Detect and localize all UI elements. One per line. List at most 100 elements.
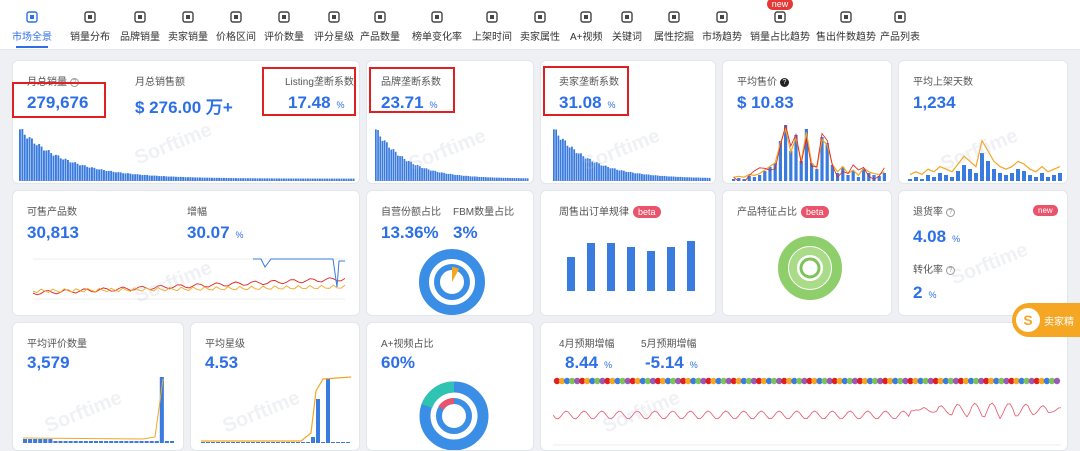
chart-bar <box>301 442 305 443</box>
chart-bar <box>311 178 314 181</box>
chart-bar <box>211 442 215 443</box>
chart-dot <box>998 377 1005 385</box>
chart-bar <box>104 441 109 443</box>
tab-11[interactable]: 卖家属性 <box>520 0 560 50</box>
chart-bar <box>62 159 65 181</box>
tab-4[interactable]: 卖家销量 <box>168 0 208 50</box>
chart-bar <box>436 171 439 181</box>
chart-bar <box>509 177 511 181</box>
chart-bar <box>163 176 165 181</box>
chart-bar <box>249 178 252 181</box>
tab-9[interactable]: 榜单变化率 <box>412 0 462 50</box>
chart-bar <box>489 177 492 181</box>
chart-bar <box>670 176 673 181</box>
help-icon[interactable]: ? <box>946 208 955 217</box>
chart-bar <box>86 166 89 181</box>
card-return-rate: 退货率? new 4.08% 转化率? 2% Sorftime <box>898 190 1068 316</box>
chart-bar <box>47 150 50 181</box>
chart-bar <box>146 175 149 181</box>
chart-bar <box>882 173 886 181</box>
chart-bar <box>974 173 978 181</box>
tab-label: 产品数量 <box>360 32 400 43</box>
chart-bar <box>454 174 456 181</box>
chart-bar <box>632 172 634 181</box>
tab-18[interactable]: 产品列表 <box>880 0 920 50</box>
chart-bar <box>242 178 245 181</box>
chart-bar <box>23 134 26 181</box>
chart-bar <box>920 179 924 181</box>
tab-1[interactable]: 市场全景 <box>12 0 52 50</box>
chart-bar <box>980 153 984 181</box>
chart-dot <box>584 377 591 385</box>
tab-10[interactable]: 上架时间 <box>472 0 512 50</box>
chart-bar <box>388 147 390 181</box>
tab-6[interactable]: 评价数量 <box>264 0 304 50</box>
chart-dot <box>649 377 657 385</box>
avg-price-label: 平均售价? <box>737 73 789 88</box>
chart-dot <box>553 377 561 385</box>
tab-label: 关键词 <box>612 32 642 43</box>
chart-bar <box>127 173 129 181</box>
chart-bar <box>331 178 333 181</box>
seller-assistant-button[interactable]: S 卖家精 <box>1012 303 1080 337</box>
chart-bar <box>153 175 156 181</box>
chart-bar <box>131 174 134 181</box>
chart-bar <box>278 178 281 181</box>
line-chart-icon <box>374 10 386 23</box>
chart-bar <box>504 177 507 181</box>
chart-bar <box>261 442 265 443</box>
chart-bar <box>340 178 343 181</box>
help-icon[interactable]: ? <box>780 78 789 87</box>
tab-16[interactable]: 销量占比趋势 new <box>750 0 810 50</box>
chart-bar <box>401 156 404 181</box>
chart-bar <box>1016 169 1020 181</box>
chart-bar <box>110 170 113 181</box>
chart-bar <box>292 178 295 181</box>
may-forecast-label: 5月预期增幅 <box>641 339 697 350</box>
chart-bar <box>38 143 41 181</box>
chart-bar <box>647 251 655 291</box>
chart-bar <box>76 163 79 181</box>
chart-bar <box>412 164 415 181</box>
sales-distribution-chart <box>19 129 355 181</box>
tab-7[interactable]: 评分星级 <box>314 0 354 50</box>
tab-13[interactable]: 关键词 <box>612 0 642 50</box>
chart-bar <box>445 173 448 181</box>
chart-bar <box>69 162 72 181</box>
chart-bar <box>99 441 104 443</box>
chart-bar <box>622 170 625 181</box>
tab-2[interactable]: 销量分布 <box>70 0 110 50</box>
tab-14[interactable]: 属性挖掘 <box>654 0 694 50</box>
help-icon[interactable]: ? <box>946 266 955 275</box>
chart-bar <box>321 442 325 443</box>
chart-dot <box>659 377 667 385</box>
chart-dot <box>579 377 586 385</box>
tab-label: 评价数量 <box>264 32 304 43</box>
chart-bar <box>31 138 33 181</box>
tab-12[interactable]: A+视频 <box>570 0 603 50</box>
chart-dot <box>715 377 722 385</box>
chart-dot <box>902 377 909 385</box>
chart-dot <box>614 377 621 385</box>
chart-dot <box>821 377 828 385</box>
chart-bar <box>768 167 772 181</box>
chart-bar <box>589 158 591 181</box>
tab-3[interactable]: 品牌销量 <box>120 0 160 50</box>
chart-dot <box>594 377 601 385</box>
chart-bar <box>59 158 62 181</box>
chart-bar <box>571 146 573 181</box>
chart-dot <box>609 377 616 385</box>
chart-dot <box>690 377 697 385</box>
tab-17[interactable]: 售出件数趋势 <box>816 0 876 50</box>
tab-5[interactable]: 价格区间 <box>216 0 256 50</box>
tab-15[interactable]: 市场趋势 <box>702 0 742 50</box>
tab-8[interactable]: 产品数量 <box>360 0 400 50</box>
chart-bar <box>199 177 201 181</box>
chart-bar <box>328 178 331 181</box>
chart-bar <box>392 149 395 181</box>
chart-bar <box>261 178 264 181</box>
aplus-video-label: A+视频占比 <box>381 339 434 350</box>
list-icon <box>894 10 906 23</box>
chart-bar <box>235 178 237 181</box>
tab-label: 市场趋势 <box>702 32 742 43</box>
